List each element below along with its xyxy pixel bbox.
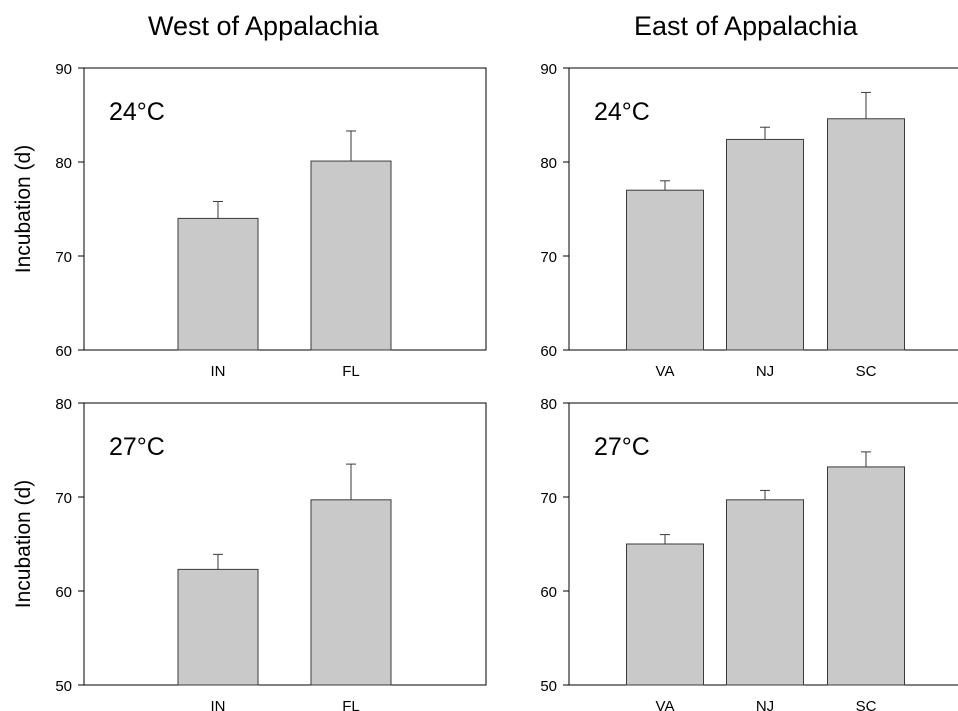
panel-west-27: 50 60 70 80 Incubation (d) 27°C IN FL — [12, 396, 487, 711]
temperature-annotation: 27°C — [109, 433, 165, 461]
bar-fl — [310, 160, 392, 351]
y-axis-label: Incubation (d) — [12, 145, 35, 273]
y-tick-label: 70 — [55, 249, 72, 266]
y-tick-label: 80 — [540, 155, 557, 172]
y-axis-label: Incubation (d) — [12, 480, 35, 608]
y-tick-label: 60 — [540, 343, 557, 360]
y-tick-label: 50 — [540, 678, 557, 695]
category-label-sc: SC — [856, 363, 877, 380]
category-label-in: IN — [211, 363, 226, 380]
bar-nj — [726, 138, 804, 351]
west-column-title: West of Appalachia — [148, 11, 379, 41]
category-label-fl: FL — [342, 363, 360, 380]
category-label-in: IN — [211, 698, 226, 711]
temperature-annotation: 24°C — [594, 98, 650, 126]
panel-east-27: 50 60 70 80 27°C VA NJ SC — [540, 396, 958, 711]
y-tick-label: 90 — [540, 61, 557, 78]
y-tick-label: 80 — [55, 155, 72, 172]
category-label-nj: NJ — [756, 698, 774, 711]
bar-va — [626, 543, 704, 686]
east-column-title: East of Appalachia — [634, 11, 858, 41]
y-tick-label: 80 — [55, 396, 72, 413]
y-tick-label: 60 — [55, 584, 72, 601]
plot-frame — [83, 402, 487, 686]
category-label-va: VA — [656, 363, 675, 380]
temperature-annotation: 27°C — [594, 433, 650, 461]
panel-west-24: 60 70 80 90 Incubation (d) 24°C IN FL — [12, 61, 487, 380]
y-tick-label: 60 — [540, 584, 557, 601]
y-tick-label: 70 — [540, 249, 557, 266]
bar-in — [177, 568, 259, 686]
bar-sc — [827, 118, 905, 351]
temperature-annotation: 24°C — [109, 98, 165, 126]
category-label-va: VA — [656, 698, 675, 711]
category-label-fl: FL — [342, 698, 360, 711]
plot-frame — [83, 67, 487, 351]
bar-in — [177, 217, 259, 351]
y-tick-label: 90 — [55, 61, 72, 78]
y-tick-label: 70 — [540, 490, 557, 507]
category-label-nj: NJ — [756, 363, 774, 380]
y-tick-label: 60 — [55, 343, 72, 360]
category-label-sc: SC — [856, 698, 877, 711]
panel-east-24: 60 70 80 90 24°C VA NJ SC — [540, 61, 958, 380]
bar-sc — [827, 466, 905, 686]
bar-nj — [726, 499, 804, 686]
y-tick-label: 80 — [540, 396, 557, 413]
bar-va — [626, 189, 704, 351]
y-tick-label: 70 — [55, 490, 72, 507]
y-tick-label: 50 — [55, 678, 72, 695]
bar-fl — [310, 499, 392, 686]
